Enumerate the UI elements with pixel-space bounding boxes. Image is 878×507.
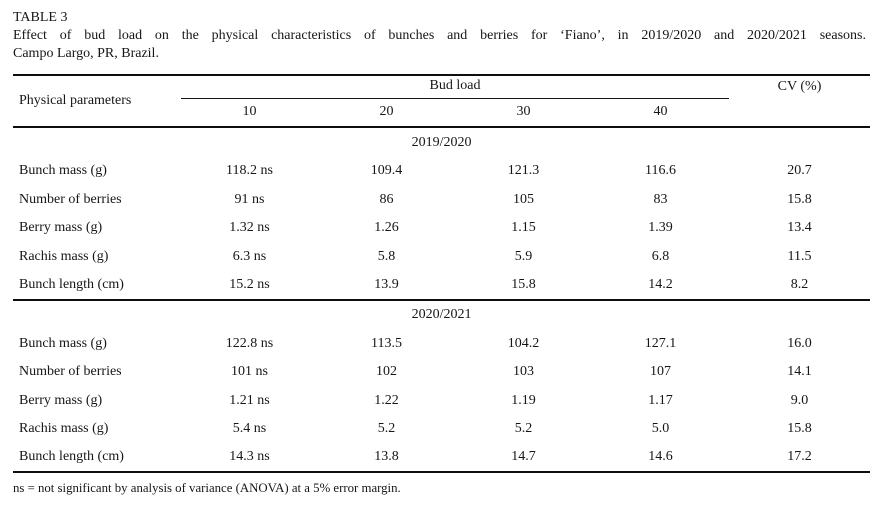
cell-value: 1.15 — [511, 220, 536, 236]
cell-value: 6.3 ns — [232, 248, 267, 264]
cell-value: 5.9 — [514, 248, 533, 264]
col-header-physical-parameters: Physical parameters — [13, 75, 181, 128]
table-row: Bunch length (cm) 14.3 ns 13.8 14.7 14.6 17.2 — [13, 444, 870, 473]
cell-value: 1.22 — [374, 392, 399, 408]
season-label: 2020/2021 — [13, 298, 871, 330]
cell-cv: 15.8 — [787, 421, 812, 437]
cell-value: 102 — [376, 364, 397, 380]
cell-value: 1.17 — [648, 392, 673, 408]
col-header-bud-30: 30 — [455, 98, 592, 128]
season-header-row: 2019/2020 — [13, 127, 870, 157]
table-row: Bunch length (cm) 15.2 ns 13.9 15.8 14.2 8.2 — [13, 271, 870, 300]
cell-parameter: Rachis mass (g) — [19, 248, 109, 264]
col-header-bud-10: 10 — [181, 98, 318, 128]
table-row: Number of berries 91 ns 86 105 83 15.8 — [13, 186, 870, 215]
cell-value: 5.8 — [377, 248, 396, 264]
cell-value: 5.2 — [514, 421, 533, 437]
cell-value: 14.6 — [648, 449, 673, 465]
table-row: Berry mass (g) 1.32 ns 1.26 1.15 1.39 13.4 — [13, 214, 870, 243]
cell-value: 1.26 — [374, 220, 399, 236]
cell-value: 107 — [650, 364, 671, 380]
col-header-bud-40: 40 — [592, 98, 730, 128]
cell-parameter: Berry mass (g) — [19, 220, 103, 236]
col-header-bud-20: 20 — [318, 98, 455, 128]
table-header: Physical parameters Bud load CV (%) 10 2… — [13, 75, 871, 128]
header-row-group: Physical parameters Bud load CV (%) — [13, 75, 871, 128]
cell-parameter: Bunch length (cm) — [19, 276, 124, 292]
season-label: 2019/2020 — [411, 134, 472, 150]
header-row-bud-levels: 10 20 30 40 — [13, 98, 870, 128]
cell-value: 101 ns — [231, 364, 268, 380]
season-section: 2020/2021 Bunch mass (g) 122.8 ns 113.5 104.… — [13, 298, 871, 473]
cell-cv: 16.0 — [787, 335, 812, 351]
cell-value: 5.4 ns — [232, 421, 267, 437]
cell-parameter: Number of berries — [19, 364, 122, 380]
cell-value: 103 — [513, 364, 534, 380]
table-row: Number of berries 101 ns 102 103 107 14.1 — [13, 358, 870, 387]
cell-value: 5.2 — [377, 421, 396, 437]
cell-cv: 15.8 — [787, 191, 812, 207]
col-group-header-bud-load: Bud load — [181, 75, 730, 99]
cell-value: 6.8 — [651, 248, 670, 264]
cell-value: 122.8 ns — [225, 335, 274, 351]
cell-cv: 17.2 — [787, 449, 812, 465]
cell-value: 113.5 — [371, 335, 402, 351]
cell-parameter: Berry mass (g) — [19, 392, 103, 408]
cell-parameter: Bunch mass (g) — [19, 335, 107, 351]
table-row: Berry mass (g) 1.21 ns 1.22 1.19 1.17 9.0 — [13, 387, 870, 416]
cell-cv: 9.0 — [790, 392, 809, 408]
cell-value: 83 — [653, 191, 668, 207]
cell-cv: 20.7 — [787, 163, 812, 179]
cell-cv: 8.2 — [790, 276, 809, 292]
cell-value: 109.4 — [370, 163, 403, 179]
cell-value: 14.3 ns — [229, 449, 270, 465]
table-number: TABLE 3 — [13, 10, 68, 25]
cell-value: 1.19 — [511, 392, 536, 408]
table-caption-block: TABLE 3 Effect of bud load on the physic… — [13, 9, 868, 63]
cell-cv: 11.5 — [787, 248, 812, 264]
table-caption-text: Effect of bud load on the physical chara… — [13, 28, 866, 43]
cell-value: 118.2 ns — [226, 163, 273, 179]
cell-value: 1.21 ns — [229, 392, 270, 408]
cell-value: 1.39 — [648, 220, 673, 236]
cell-value: 127.1 — [644, 335, 677, 351]
table-row: Bunch mass (g) 118.2 ns 109.4 121.3 116.6 20.… — [13, 157, 870, 186]
table-row: Bunch mass (g) 122.8 ns 113.5 104.2 127.1 16.… — [13, 330, 870, 359]
table-row: Rachis mass (g) 5.4 ns 5.2 5.2 5.0 15.8 — [13, 415, 870, 444]
season-header-row: 2020/2021 — [13, 298, 871, 330]
cell-cv: 14.1 — [787, 364, 812, 380]
cell-value: 105 — [513, 191, 534, 207]
season-section: 2019/2020 Bunch mass (g) 118.2 ns 109.4 121.… — [13, 127, 870, 300]
table-caption-location: Campo Largo, PR, Brazil. — [13, 46, 159, 61]
cell-value: 116.6 — [645, 163, 676, 179]
cell-value: 15.8 — [511, 276, 536, 292]
cell-value: 86 — [379, 191, 394, 207]
footnote: ns = not significant by analysis of vari… — [13, 481, 401, 495]
cell-parameter: Bunch mass (g) — [19, 163, 107, 179]
col-header-cv: CV (%) — [729, 75, 871, 128]
cell-value: 14.7 — [511, 449, 536, 465]
data-table: Physical parameters Bud load CV (%) 10 2… — [13, 74, 871, 473]
cell-value: 104.2 — [507, 335, 540, 351]
cell-value: 121.3 — [507, 163, 540, 179]
cell-value: 13.9 — [374, 276, 399, 292]
cell-parameter: Number of berries — [19, 191, 122, 207]
cell-value: 15.2 ns — [229, 276, 270, 292]
cell-cv: 13.4 — [787, 220, 812, 236]
cell-value: 91 ns — [234, 191, 265, 207]
cell-value: 13.8 — [374, 449, 399, 465]
cell-value: 1.32 ns — [229, 220, 270, 236]
cell-parameter: Rachis mass (g) — [19, 421, 109, 437]
table-row: Rachis mass (g) 6.3 ns 5.8 5.9 6.8 11.5 — [13, 243, 870, 272]
cell-value: 5.0 — [651, 421, 670, 437]
cell-parameter: Bunch length (cm) — [19, 449, 124, 465]
cell-value: 14.2 — [648, 276, 673, 292]
